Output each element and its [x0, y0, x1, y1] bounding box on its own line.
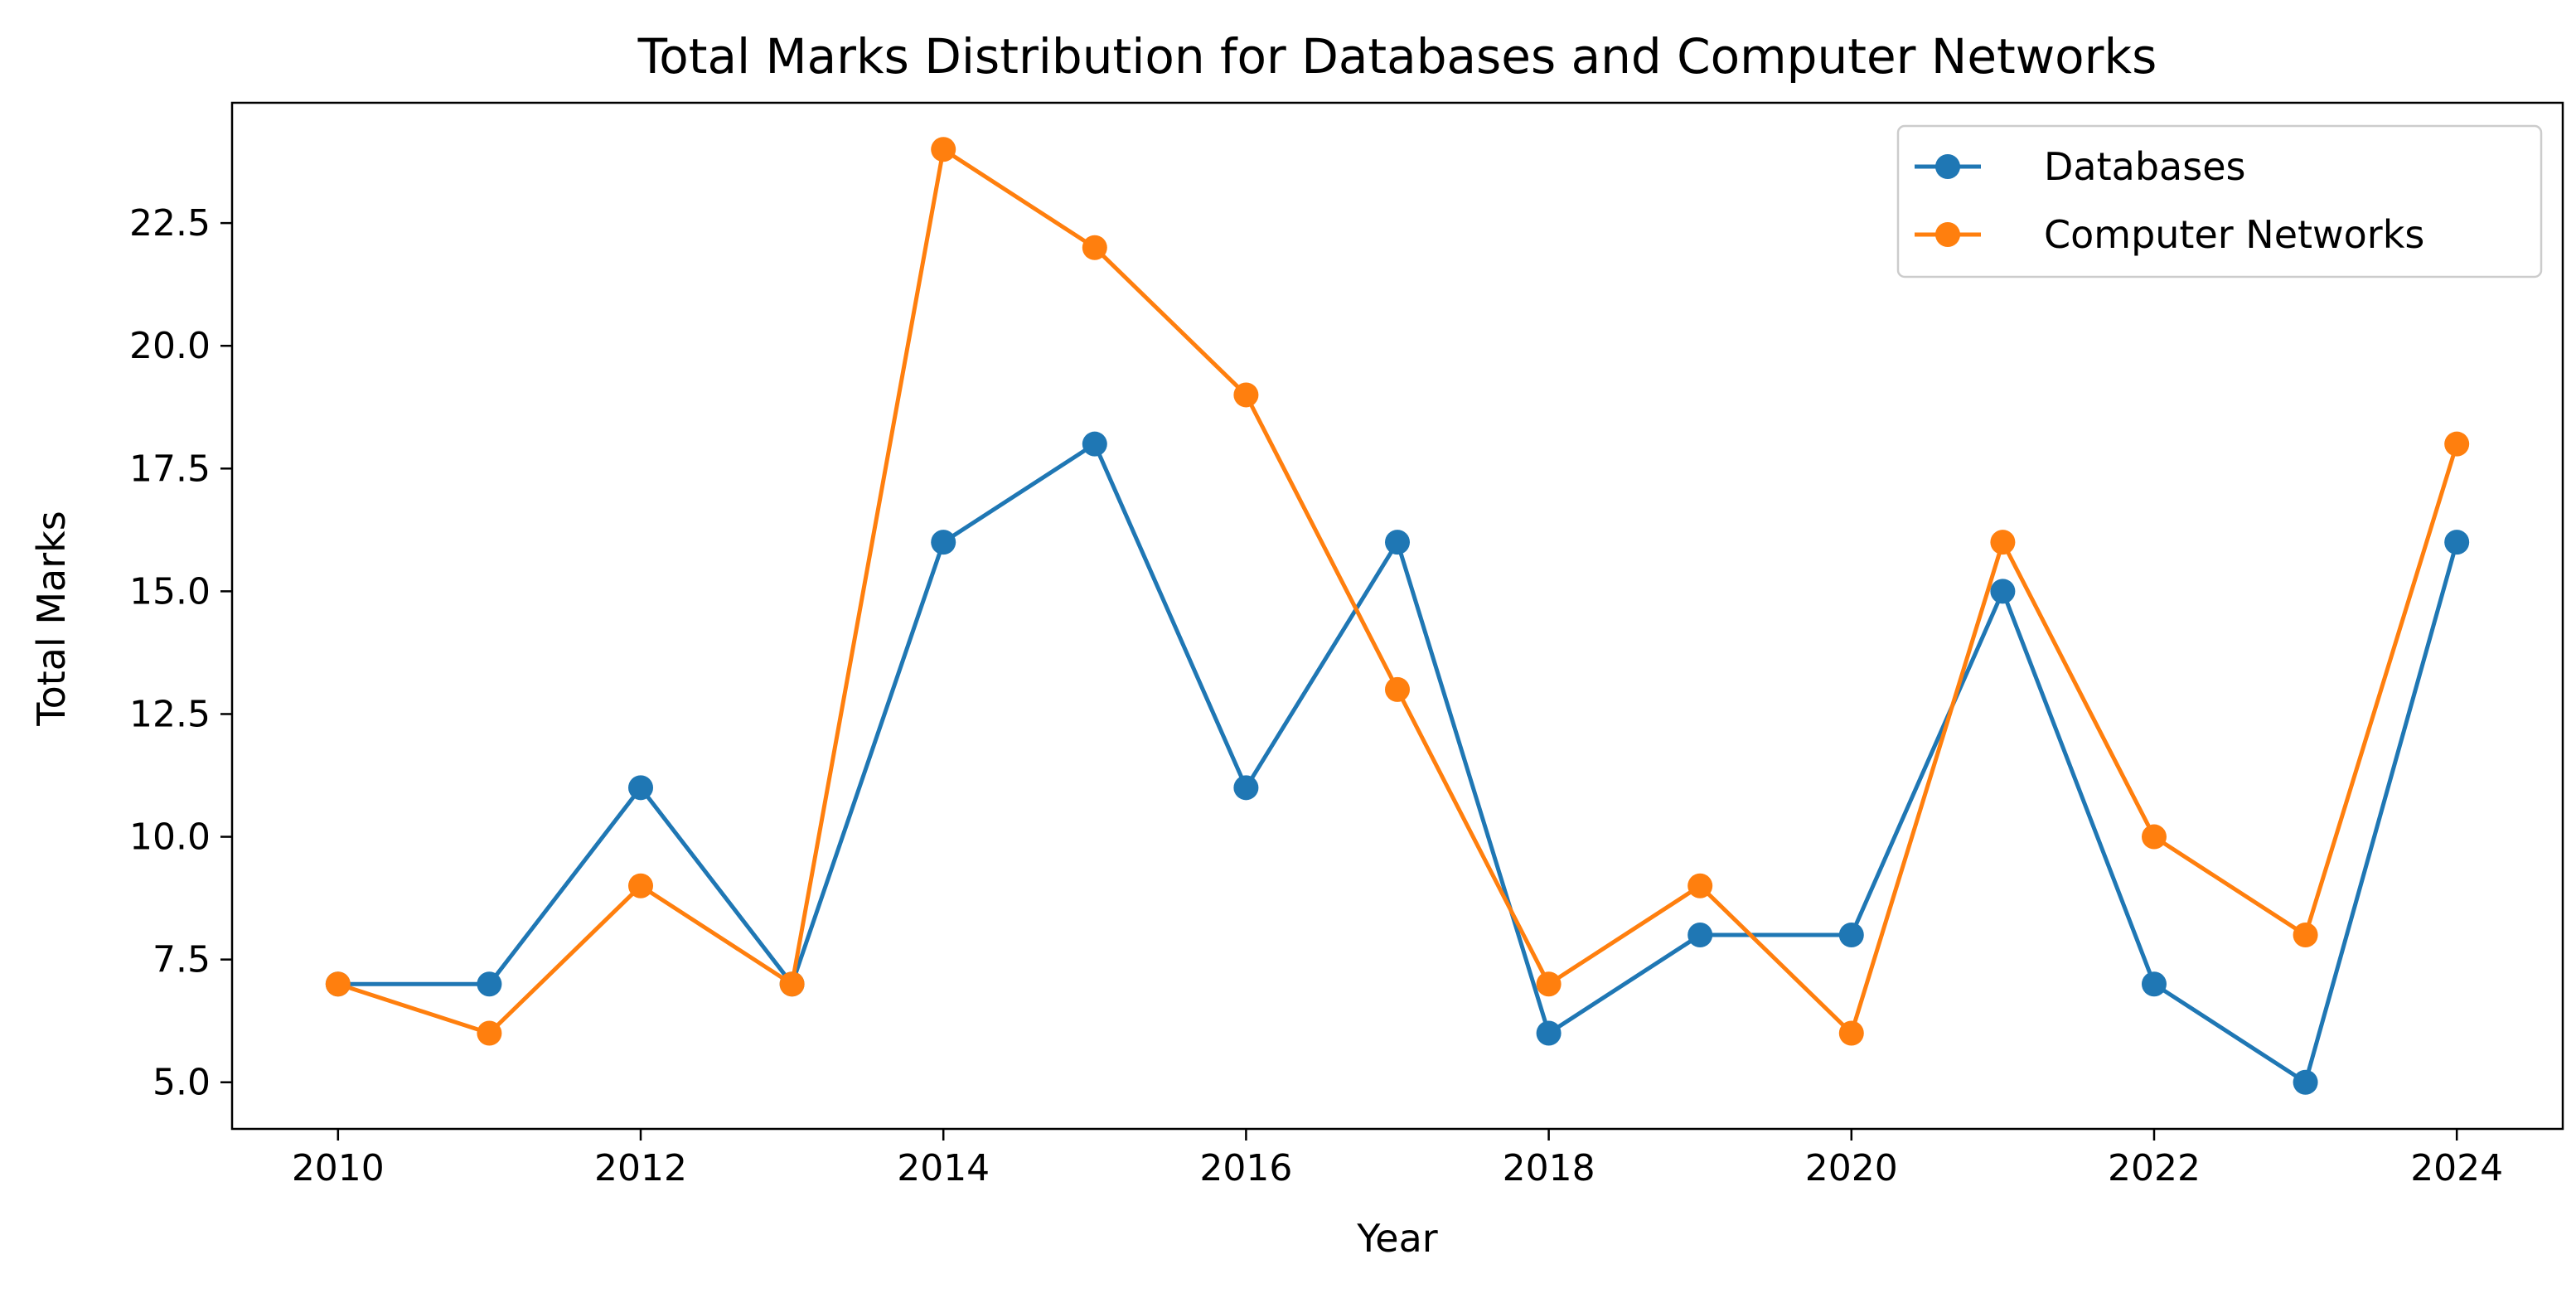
x-tick-label: 2014 — [897, 1147, 990, 1189]
data-point-computer-networks — [1385, 676, 1410, 702]
data-point-databases — [1838, 923, 1864, 948]
legend-marker-computer-networks — [1935, 222, 1960, 247]
data-point-computer-networks — [1536, 971, 1562, 997]
data-point-databases — [2444, 530, 2470, 555]
data-point-computer-networks — [2293, 923, 2318, 948]
y-tick-label: 7.5 — [153, 939, 211, 981]
data-point-databases — [1082, 431, 1107, 457]
data-point-computer-networks — [1687, 873, 1713, 898]
y-axis-label: Total Marks — [29, 511, 74, 726]
x-axis-label: Year — [1356, 1216, 1437, 1261]
y-tick-label: 17.5 — [129, 448, 211, 490]
data-point-computer-networks — [1082, 235, 1107, 260]
data-point-databases — [1385, 530, 1410, 555]
legend-label-databases: Databases — [2044, 144, 2245, 189]
data-point-databases — [1536, 1020, 1562, 1046]
series-layer — [325, 137, 2470, 1095]
legend-frame — [1896, 124, 2543, 278]
y-tick-label: 10.0 — [129, 816, 211, 859]
x-tick-label: 2016 — [1199, 1147, 1292, 1189]
data-point-databases — [2293, 1069, 2318, 1095]
y-tick-label: 22.5 — [129, 202, 211, 245]
y-tick-label: 15.0 — [129, 570, 211, 613]
x-tick-label: 2020 — [1805, 1147, 1898, 1189]
legend-label-computer-networks: Computer Networks — [2044, 212, 2424, 257]
data-point-computer-networks — [1233, 382, 1259, 408]
y-tick-label: 20.0 — [129, 325, 211, 367]
data-point-databases — [477, 971, 502, 997]
chart-title: Total Marks Distribution for Databases a… — [637, 28, 2157, 85]
data-point-computer-networks — [2444, 431, 2470, 457]
data-point-computer-networks — [477, 1020, 502, 1046]
x-tick-label: 2022 — [2108, 1147, 2201, 1189]
data-point-computer-networks — [779, 971, 805, 997]
data-point-databases — [2141, 971, 2167, 997]
legend-marker-databases — [1935, 154, 1960, 179]
plot-frame — [230, 101, 2564, 1131]
axis-ticks: 2010 2012 2014 2016 2018 2020 2022 2024 5.0 7.5 10… — [129, 202, 2503, 1189]
data-point-databases — [628, 775, 654, 801]
data-point-computer-networks — [628, 873, 654, 898]
y-tick-label: 12.5 — [129, 693, 211, 735]
data-point-computer-networks — [931, 137, 956, 162]
x-tick-label: 2024 — [2410, 1147, 2503, 1189]
data-point-databases — [931, 530, 956, 555]
y-tick-label: 5.0 — [153, 1062, 211, 1104]
x-tick-label: 2012 — [594, 1147, 687, 1189]
data-point-computer-networks — [2141, 824, 2167, 850]
data-point-databases — [1990, 579, 2016, 604]
x-tick-label: 2010 — [292, 1147, 385, 1189]
data-point-computer-networks — [325, 971, 351, 997]
x-tick-label: 2018 — [1503, 1147, 1595, 1189]
legend: Databases Computer Networks — [1896, 124, 2543, 278]
data-point-computer-networks — [1990, 530, 2016, 555]
data-point-databases — [1233, 775, 1259, 801]
data-point-computer-networks — [1838, 1020, 1864, 1046]
data-point-databases — [1687, 923, 1713, 948]
